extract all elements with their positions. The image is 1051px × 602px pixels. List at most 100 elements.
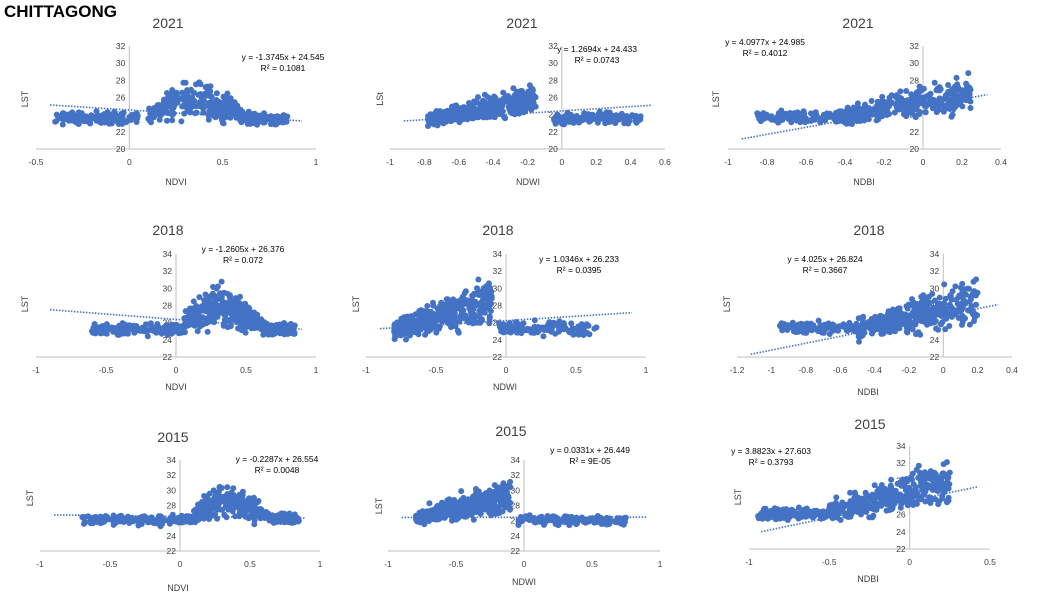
data-point — [879, 104, 885, 111]
data-point — [405, 319, 412, 326]
data-point — [523, 99, 529, 106]
x-tick-label: -0.5 — [29, 157, 44, 167]
y-tick-label: 30 — [910, 58, 920, 68]
trendline — [760, 485, 979, 533]
x-axis-label: NDVI — [165, 382, 187, 392]
data-point — [857, 508, 864, 515]
data-point — [890, 488, 897, 495]
data-point — [904, 495, 911, 502]
data-point — [913, 106, 920, 113]
data-point — [204, 328, 211, 335]
data-point — [476, 308, 483, 314]
data-point — [458, 502, 465, 509]
data-point — [921, 304, 928, 311]
data-point — [936, 294, 943, 301]
data-point — [497, 508, 504, 515]
data-point — [908, 91, 915, 98]
data-point — [147, 109, 154, 116]
data-point — [100, 111, 107, 118]
data-point — [464, 318, 471, 325]
data-point — [463, 513, 470, 520]
data-point — [451, 497, 458, 503]
data-point — [436, 511, 443, 518]
data-point — [931, 79, 938, 86]
data-point — [241, 113, 248, 119]
data-point — [223, 501, 230, 508]
data-point — [179, 103, 186, 110]
data-point — [239, 488, 246, 495]
data-point — [161, 96, 167, 103]
data-point — [530, 326, 537, 333]
data-point — [506, 482, 512, 489]
data-point — [408, 313, 415, 320]
x-tick-label: -1 — [36, 559, 44, 569]
data-point — [559, 118, 566, 125]
data-point — [116, 517, 123, 523]
data-point — [931, 297, 938, 304]
x-tick-label: 0.2 — [590, 157, 602, 167]
x-tick-label: 0 — [921, 157, 926, 167]
data-point — [156, 116, 163, 123]
x-axis-label: NDBI — [857, 387, 879, 397]
data-point — [160, 324, 167, 331]
data-point — [563, 113, 570, 120]
data-point — [826, 512, 833, 519]
data-point — [462, 288, 469, 295]
y-tick-label: 22 — [167, 546, 177, 556]
data-point — [971, 318, 977, 324]
data-point — [159, 514, 166, 521]
data-point — [519, 88, 525, 94]
data-point — [210, 487, 217, 494]
data-point — [954, 81, 961, 88]
data-point — [80, 515, 87, 522]
data-point — [222, 310, 229, 317]
y-tick-label: 32 — [910, 41, 920, 51]
data-point — [178, 515, 185, 522]
data-point — [905, 500, 912, 507]
data-point — [199, 314, 206, 321]
data-point — [854, 501, 861, 508]
data-point — [217, 110, 223, 116]
data-point — [101, 116, 108, 123]
x-tick-label: -0.2 — [877, 157, 892, 167]
data-point — [854, 100, 861, 107]
data-point — [963, 80, 970, 87]
data-point — [169, 87, 176, 93]
data-point — [541, 326, 547, 333]
chart-title: 2015 — [495, 423, 526, 439]
data-point — [114, 331, 121, 338]
x-tick-label: 0 — [522, 559, 527, 569]
y-tick-label: 22 — [511, 546, 521, 556]
data-point — [945, 82, 952, 88]
data-point — [97, 513, 104, 520]
x-tick-label: -1 — [745, 557, 753, 567]
data-point — [928, 312, 935, 319]
data-point — [959, 318, 966, 325]
data-point — [512, 94, 519, 101]
x-tick-label: 0 — [127, 157, 132, 167]
data-point — [910, 310, 917, 317]
data-point — [115, 120, 122, 127]
data-point — [507, 329, 514, 336]
data-point — [883, 325, 890, 332]
trendline — [403, 104, 652, 122]
data-point — [196, 79, 203, 86]
data-point — [187, 305, 193, 312]
data-point — [580, 332, 587, 338]
data-point — [251, 110, 258, 117]
data-point — [418, 513, 425, 520]
data-point — [917, 469, 923, 476]
y-tick-label: 22 — [930, 352, 940, 362]
data-point — [833, 113, 840, 120]
data-point — [959, 103, 966, 110]
data-point — [122, 118, 129, 125]
data-point — [833, 494, 840, 501]
y-axis-label: LST — [722, 295, 732, 312]
data-point — [159, 521, 165, 528]
x-tick-label: 0.5 — [570, 365, 582, 375]
data-point — [236, 319, 243, 326]
data-point — [910, 319, 917, 326]
data-point — [503, 492, 510, 499]
data-point — [606, 119, 612, 125]
data-point — [400, 321, 407, 327]
